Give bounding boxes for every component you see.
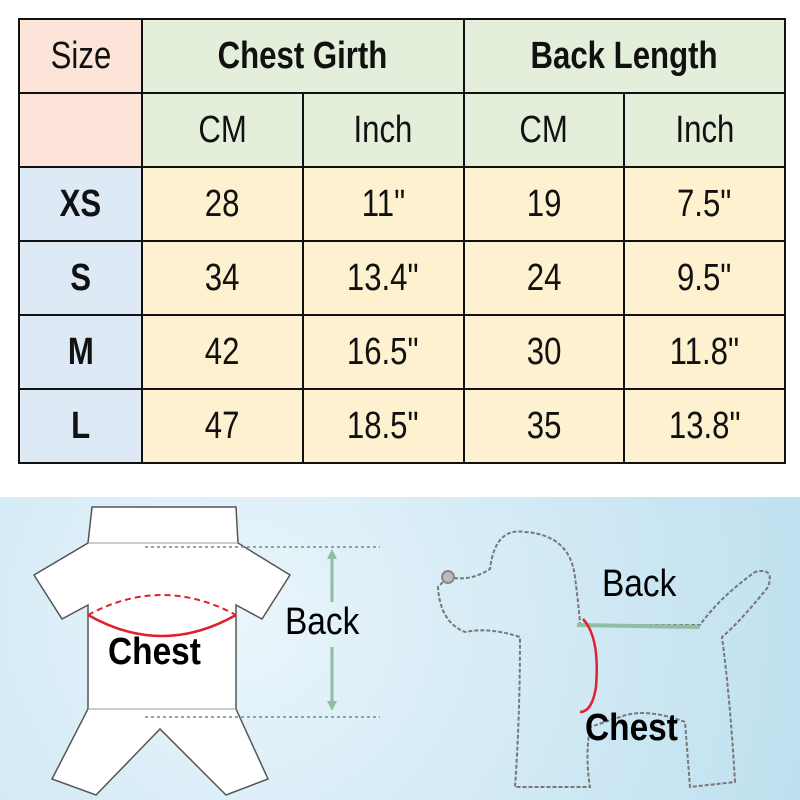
cell-value: 28 <box>205 182 240 225</box>
table-row: M 42 16.5" 30 11.8" <box>18 314 786 390</box>
unit-header: Inch <box>623 92 786 168</box>
cell-value: 34 <box>205 256 240 299</box>
unit-header: Inch <box>301 92 465 168</box>
size-chart-table: Size Chest Girth Back Length CM Inch CM … <box>18 18 786 464</box>
unit-text: CM <box>519 108 569 151</box>
cell-value: 19 <box>526 182 562 225</box>
table-row: L 47 18.5" 35 13.8" <box>18 388 786 464</box>
cell-value: 35 <box>526 404 562 447</box>
cell-value: 42 <box>205 330 240 373</box>
unit-header: CM <box>462 92 626 168</box>
size-label: XS <box>59 182 102 225</box>
back-length-header: Back Length <box>462 18 786 94</box>
size-header-blank <box>18 92 143 168</box>
back-length-text: Back Length <box>530 34 718 77</box>
cell-value: 16.5" <box>347 330 419 373</box>
cell-value: 13.8" <box>668 404 741 447</box>
size-label: L <box>70 404 91 447</box>
unit-header: CM <box>141 92 304 168</box>
dog-back-label: Back <box>602 563 677 605</box>
cell-value: 9.5" <box>677 256 732 299</box>
size-header: Size <box>18 18 143 94</box>
cell-value: 7.5" <box>677 182 732 225</box>
chest-girth-text: Chest Girth <box>217 34 388 77</box>
cell-value: 11" <box>361 182 405 225</box>
cell-value: 24 <box>526 256 562 299</box>
measurement-illustration: Chest Back Back Chest <box>0 497 800 800</box>
dog-chest-label: Chest <box>585 707 678 749</box>
chest-girth-header: Chest Girth <box>141 18 465 94</box>
unit-text: Inch <box>675 108 735 151</box>
unit-text: CM <box>198 108 247 151</box>
cell-value: 47 <box>205 404 240 447</box>
unit-text: Inch <box>353 108 413 151</box>
cell-value: 13.4" <box>347 256 419 299</box>
size-header-text: Size <box>50 34 111 77</box>
cell-value: 11.8" <box>669 330 740 373</box>
garment-chest-label: Chest <box>108 631 201 673</box>
cell-value: 18.5" <box>347 404 419 447</box>
table-row: XS 28 11" 19 7.5" <box>18 166 786 242</box>
size-label: S <box>70 256 91 299</box>
garment-icon <box>32 506 380 796</box>
dog-outline-icon <box>436 530 771 789</box>
size-label: M <box>67 330 94 373</box>
table-row: S 34 13.4" 24 9.5" <box>18 240 786 316</box>
garment-back-label: Back <box>285 601 360 643</box>
illustration-graphics <box>32 506 771 796</box>
cell-value: 30 <box>526 330 562 373</box>
